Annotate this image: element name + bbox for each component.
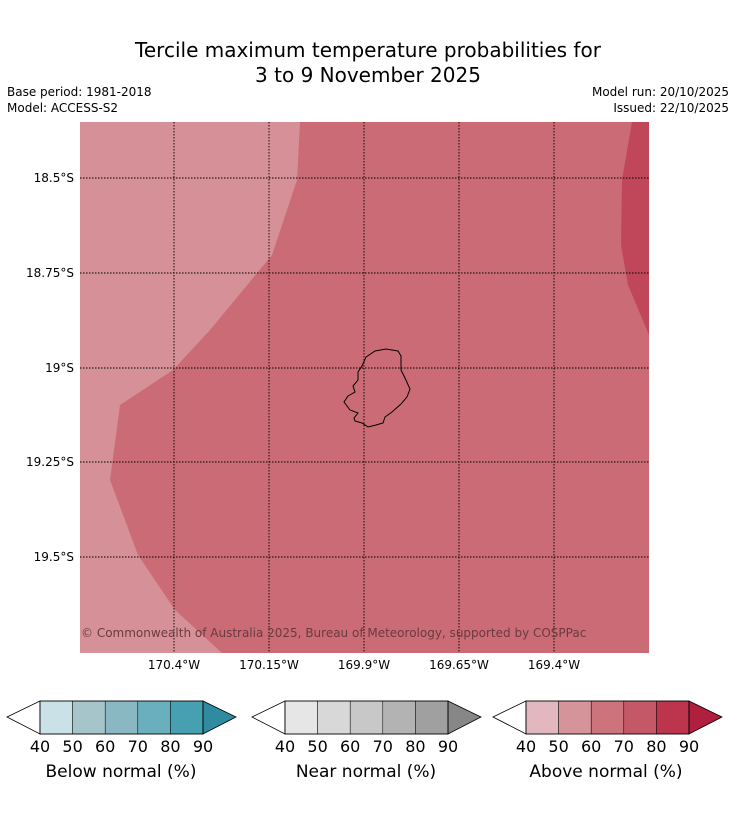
colorbar-segment	[104, 700, 139, 735]
colorbar-above-label: Above normal (%)	[529, 762, 683, 782]
colorbar-tick-label: 40	[274, 737, 296, 756]
colorbar-segment	[415, 700, 449, 735]
colorbar-segment	[590, 700, 625, 735]
colorbar-tick-label: 40	[515, 737, 537, 756]
colorbar-segment	[382, 700, 416, 735]
colorbar-segment	[317, 700, 351, 735]
colorbar-above	[492, 700, 723, 735]
colorbar-tick-label: 60	[581, 737, 602, 756]
colorbar-segment	[170, 700, 204, 735]
map-band-70-80	[621, 122, 649, 335]
lat-label-1: 18.5°S	[33, 171, 74, 185]
copyright-text: © Commonwealth of Australia 2025, Bureau…	[81, 626, 587, 640]
lon-label-1: 170.4°W	[147, 658, 201, 672]
colorbar-near-label: Near normal (%)	[295, 762, 437, 782]
lon-label-3: 169.9°W	[337, 658, 391, 672]
lat-label-5: 19.5°S	[33, 550, 74, 564]
map-band-50-60	[80, 122, 300, 653]
colorbar-tick-label: 80	[405, 737, 426, 756]
island-outline	[343, 348, 411, 428]
colorbar-segment	[623, 700, 657, 735]
colorbar-tick-label: 60	[340, 737, 361, 756]
colorbar-tick-label: 50	[62, 737, 83, 756]
colorbar-segment	[558, 700, 592, 735]
colorbar-tick-label: 70	[127, 737, 148, 756]
issued-date: Issued: 22/10/2025	[613, 101, 729, 115]
meta-right: Model run: 20/10/2025 Issued: 22/10/2025	[592, 84, 729, 116]
lon-label-4: 169.65°W	[429, 658, 489, 672]
colorbar-tick-label: 80	[160, 737, 181, 756]
title-line-1: Tercile maximum temperature probabilitie…	[135, 38, 601, 62]
title-line-2: 3 to 9 November 2025	[255, 63, 481, 87]
colorbar-segment	[284, 700, 318, 735]
colorbar-tick-label: 50	[548, 737, 569, 756]
colorbar-tick-label: 90	[192, 737, 214, 756]
meta-left: Base period: 1981-2018 Model: ACCESS-S2	[7, 84, 152, 116]
colorbar-near	[251, 700, 482, 735]
colorbar-tick-label: 70	[372, 737, 393, 756]
colorbar-tick-label: 50	[307, 737, 328, 756]
colorbar-tick-label: 60	[95, 737, 116, 756]
lat-label-2: 18.75°S	[26, 266, 74, 280]
lat-label-4: 19.25°S	[26, 455, 74, 469]
lat-label-3: 19°S	[45, 361, 74, 375]
base-period: Base period: 1981-2018	[7, 85, 152, 99]
lon-label-2: 170.15°W	[239, 658, 299, 672]
colorbar-segment	[72, 700, 106, 735]
model-run: Model run: 20/10/2025	[591, 85, 729, 99]
colorbar-tick-label: 80	[646, 737, 667, 756]
model-name: Model: ACCESS-S2	[7, 101, 119, 115]
colorbar-tick-label: 70	[613, 737, 634, 756]
colorbar-tick-label: 40	[29, 737, 51, 756]
colorbar-segment	[349, 700, 384, 735]
map-title: Tercile maximum temperature probabilitie…	[0, 38, 736, 88]
gridlines	[80, 122, 649, 653]
colorbar-segment	[39, 700, 73, 735]
colorbar-tick-label: 90	[678, 737, 700, 756]
lon-label-5: 169.4°W	[527, 658, 581, 672]
colorbar-tick-label: 90	[437, 737, 459, 756]
colorbar-segment	[656, 700, 690, 735]
colorbar-below	[6, 700, 237, 735]
colorbar-below-label: Below normal (%)	[45, 762, 197, 782]
colorbar-segment	[137, 700, 171, 735]
colorbar-segment	[525, 700, 559, 735]
